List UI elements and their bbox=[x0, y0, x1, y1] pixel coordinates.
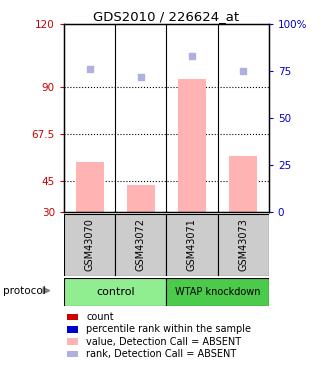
Point bbox=[241, 68, 246, 74]
Text: value, Detection Call = ABSENT: value, Detection Call = ABSENT bbox=[86, 337, 242, 346]
Point bbox=[138, 74, 143, 80]
Text: percentile rank within the sample: percentile rank within the sample bbox=[86, 324, 252, 334]
Point bbox=[87, 66, 92, 72]
Text: control: control bbox=[96, 286, 134, 297]
Text: GSM43070: GSM43070 bbox=[84, 218, 95, 271]
Bar bbox=[218, 214, 269, 276]
Bar bbox=[115, 214, 166, 276]
Bar bbox=[229, 156, 257, 212]
Text: WTAP knockdown: WTAP knockdown bbox=[175, 286, 260, 297]
Text: rank, Detection Call = ABSENT: rank, Detection Call = ABSENT bbox=[86, 349, 237, 359]
Bar bbox=[76, 162, 104, 212]
Title: GDS2010 / 226624_at: GDS2010 / 226624_at bbox=[93, 10, 239, 23]
Bar bbox=[64, 278, 166, 306]
Text: GSM43071: GSM43071 bbox=[187, 218, 197, 271]
Bar bbox=[166, 278, 269, 306]
Bar bbox=[127, 185, 155, 212]
Text: count: count bbox=[86, 312, 114, 322]
Text: protocol: protocol bbox=[3, 286, 46, 296]
Bar bbox=[178, 78, 206, 212]
Text: GSM43073: GSM43073 bbox=[238, 218, 248, 271]
Point bbox=[189, 53, 195, 59]
Text: GSM43072: GSM43072 bbox=[136, 218, 146, 271]
Bar bbox=[64, 214, 115, 276]
Bar bbox=[166, 214, 218, 276]
